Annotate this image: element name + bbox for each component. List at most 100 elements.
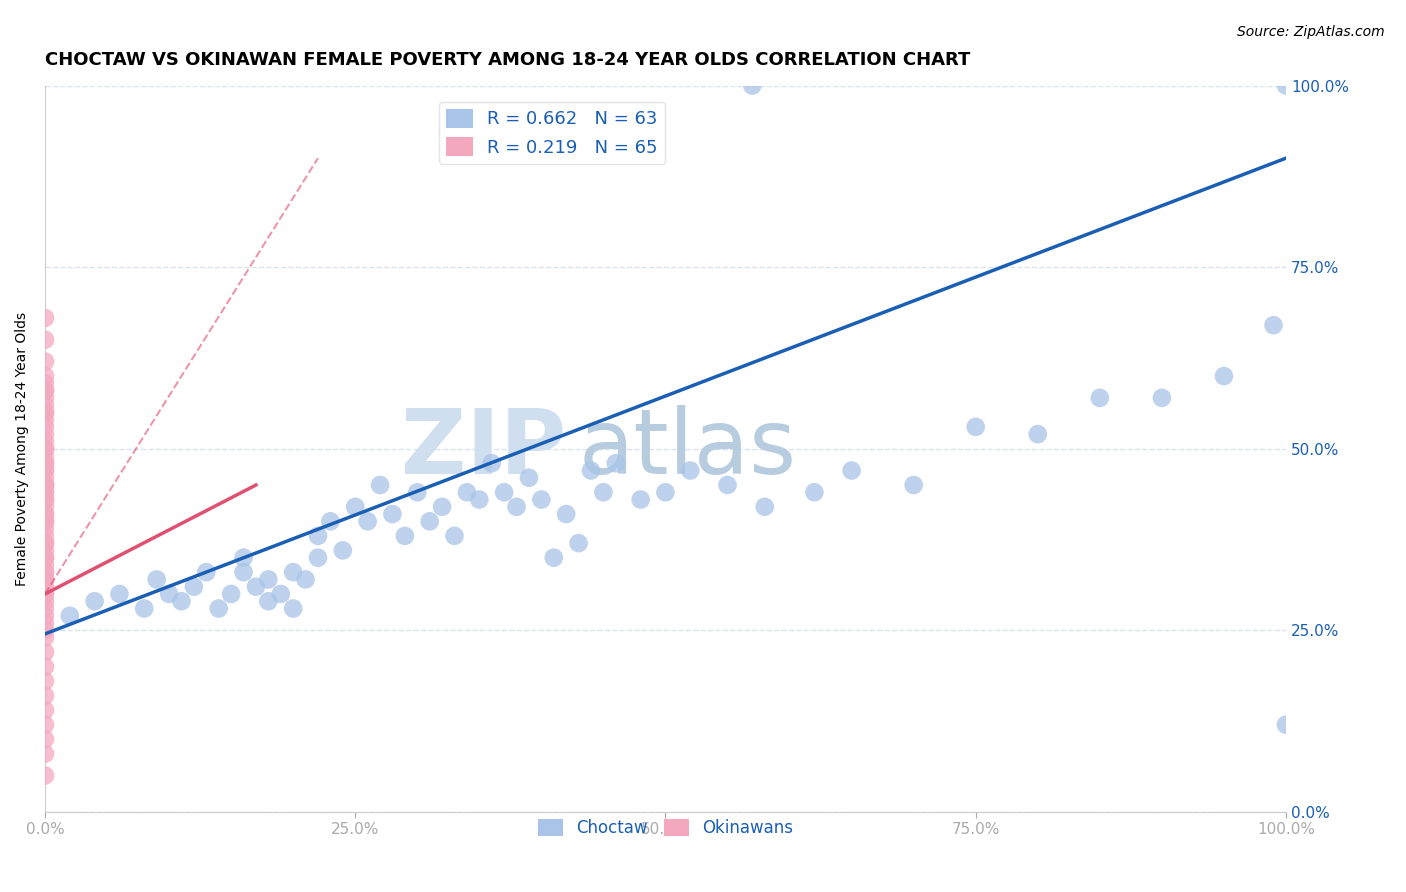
Point — [34, 615, 56, 630]
Point — [83, 594, 105, 608]
Point — [34, 485, 56, 500]
Point — [741, 78, 763, 93]
Point — [505, 500, 527, 514]
Point — [34, 580, 56, 594]
Point — [34, 478, 56, 492]
Point — [34, 471, 56, 485]
Text: CHOCTAW VS OKINAWAN FEMALE POVERTY AMONG 18-24 YEAR OLDS CORRELATION CHART: CHOCTAW VS OKINAWAN FEMALE POVERTY AMONG… — [45, 51, 970, 69]
Point — [1212, 369, 1234, 384]
Point — [1150, 391, 1173, 405]
Point — [34, 514, 56, 528]
Point — [34, 536, 56, 550]
Point — [605, 456, 627, 470]
Point — [34, 500, 56, 514]
Point — [34, 674, 56, 689]
Point — [257, 594, 280, 608]
Point — [34, 478, 56, 492]
Point — [568, 536, 591, 550]
Point — [34, 369, 56, 384]
Point — [34, 550, 56, 565]
Point — [270, 587, 292, 601]
Point — [34, 565, 56, 579]
Point — [679, 463, 702, 477]
Point — [654, 485, 676, 500]
Point — [34, 376, 56, 391]
Point — [34, 333, 56, 347]
Point — [34, 442, 56, 456]
Point — [34, 565, 56, 579]
Legend: Choctaw, Okinawans: Choctaw, Okinawans — [531, 812, 800, 844]
Point — [34, 624, 56, 638]
Point — [34, 507, 56, 521]
Point — [1275, 717, 1298, 731]
Point — [443, 529, 465, 543]
Point — [34, 442, 56, 456]
Point — [34, 558, 56, 572]
Point — [34, 427, 56, 442]
Point — [145, 573, 167, 587]
Point — [232, 565, 254, 579]
Point — [34, 463, 56, 477]
Point — [344, 500, 367, 514]
Point — [34, 420, 56, 434]
Point — [183, 580, 205, 594]
Point — [34, 412, 56, 426]
Y-axis label: Female Poverty Among 18-24 Year Olds: Female Poverty Among 18-24 Year Olds — [15, 311, 30, 586]
Point — [34, 659, 56, 673]
Point — [170, 594, 193, 608]
Point — [754, 500, 776, 514]
Point — [34, 456, 56, 470]
Point — [356, 514, 378, 528]
Point — [394, 529, 416, 543]
Point — [34, 405, 56, 419]
Point — [219, 587, 242, 601]
Point — [34, 449, 56, 463]
Point — [257, 573, 280, 587]
Point — [381, 507, 404, 521]
Point — [517, 471, 540, 485]
Point — [579, 463, 602, 477]
Point — [555, 507, 578, 521]
Point — [406, 485, 429, 500]
Point — [332, 543, 354, 558]
Point — [108, 587, 131, 601]
Point — [34, 631, 56, 645]
Text: ZIP: ZIP — [401, 405, 567, 492]
Point — [59, 608, 82, 623]
Point — [34, 405, 56, 419]
Point — [716, 478, 738, 492]
Point — [903, 478, 925, 492]
Point — [1275, 78, 1298, 93]
Point — [34, 747, 56, 761]
Point — [803, 485, 825, 500]
Point — [430, 500, 453, 514]
Point — [34, 573, 56, 587]
Point — [34, 478, 56, 492]
Point — [34, 398, 56, 412]
Point — [34, 587, 56, 601]
Point — [34, 608, 56, 623]
Point — [34, 587, 56, 601]
Point — [965, 420, 987, 434]
Point — [1263, 318, 1285, 333]
Point — [34, 384, 56, 398]
Point — [34, 573, 56, 587]
Point — [841, 463, 863, 477]
Point — [34, 703, 56, 717]
Point — [134, 601, 156, 615]
Point — [34, 543, 56, 558]
Point — [468, 492, 491, 507]
Point — [1088, 391, 1111, 405]
Point — [34, 594, 56, 608]
Point — [34, 456, 56, 470]
Point — [34, 514, 56, 528]
Point — [195, 565, 218, 579]
Point — [157, 587, 180, 601]
Point — [456, 485, 478, 500]
Point — [34, 768, 56, 782]
Point — [34, 717, 56, 731]
Point — [34, 536, 56, 550]
Point — [34, 384, 56, 398]
Point — [34, 492, 56, 507]
Point — [494, 485, 516, 500]
